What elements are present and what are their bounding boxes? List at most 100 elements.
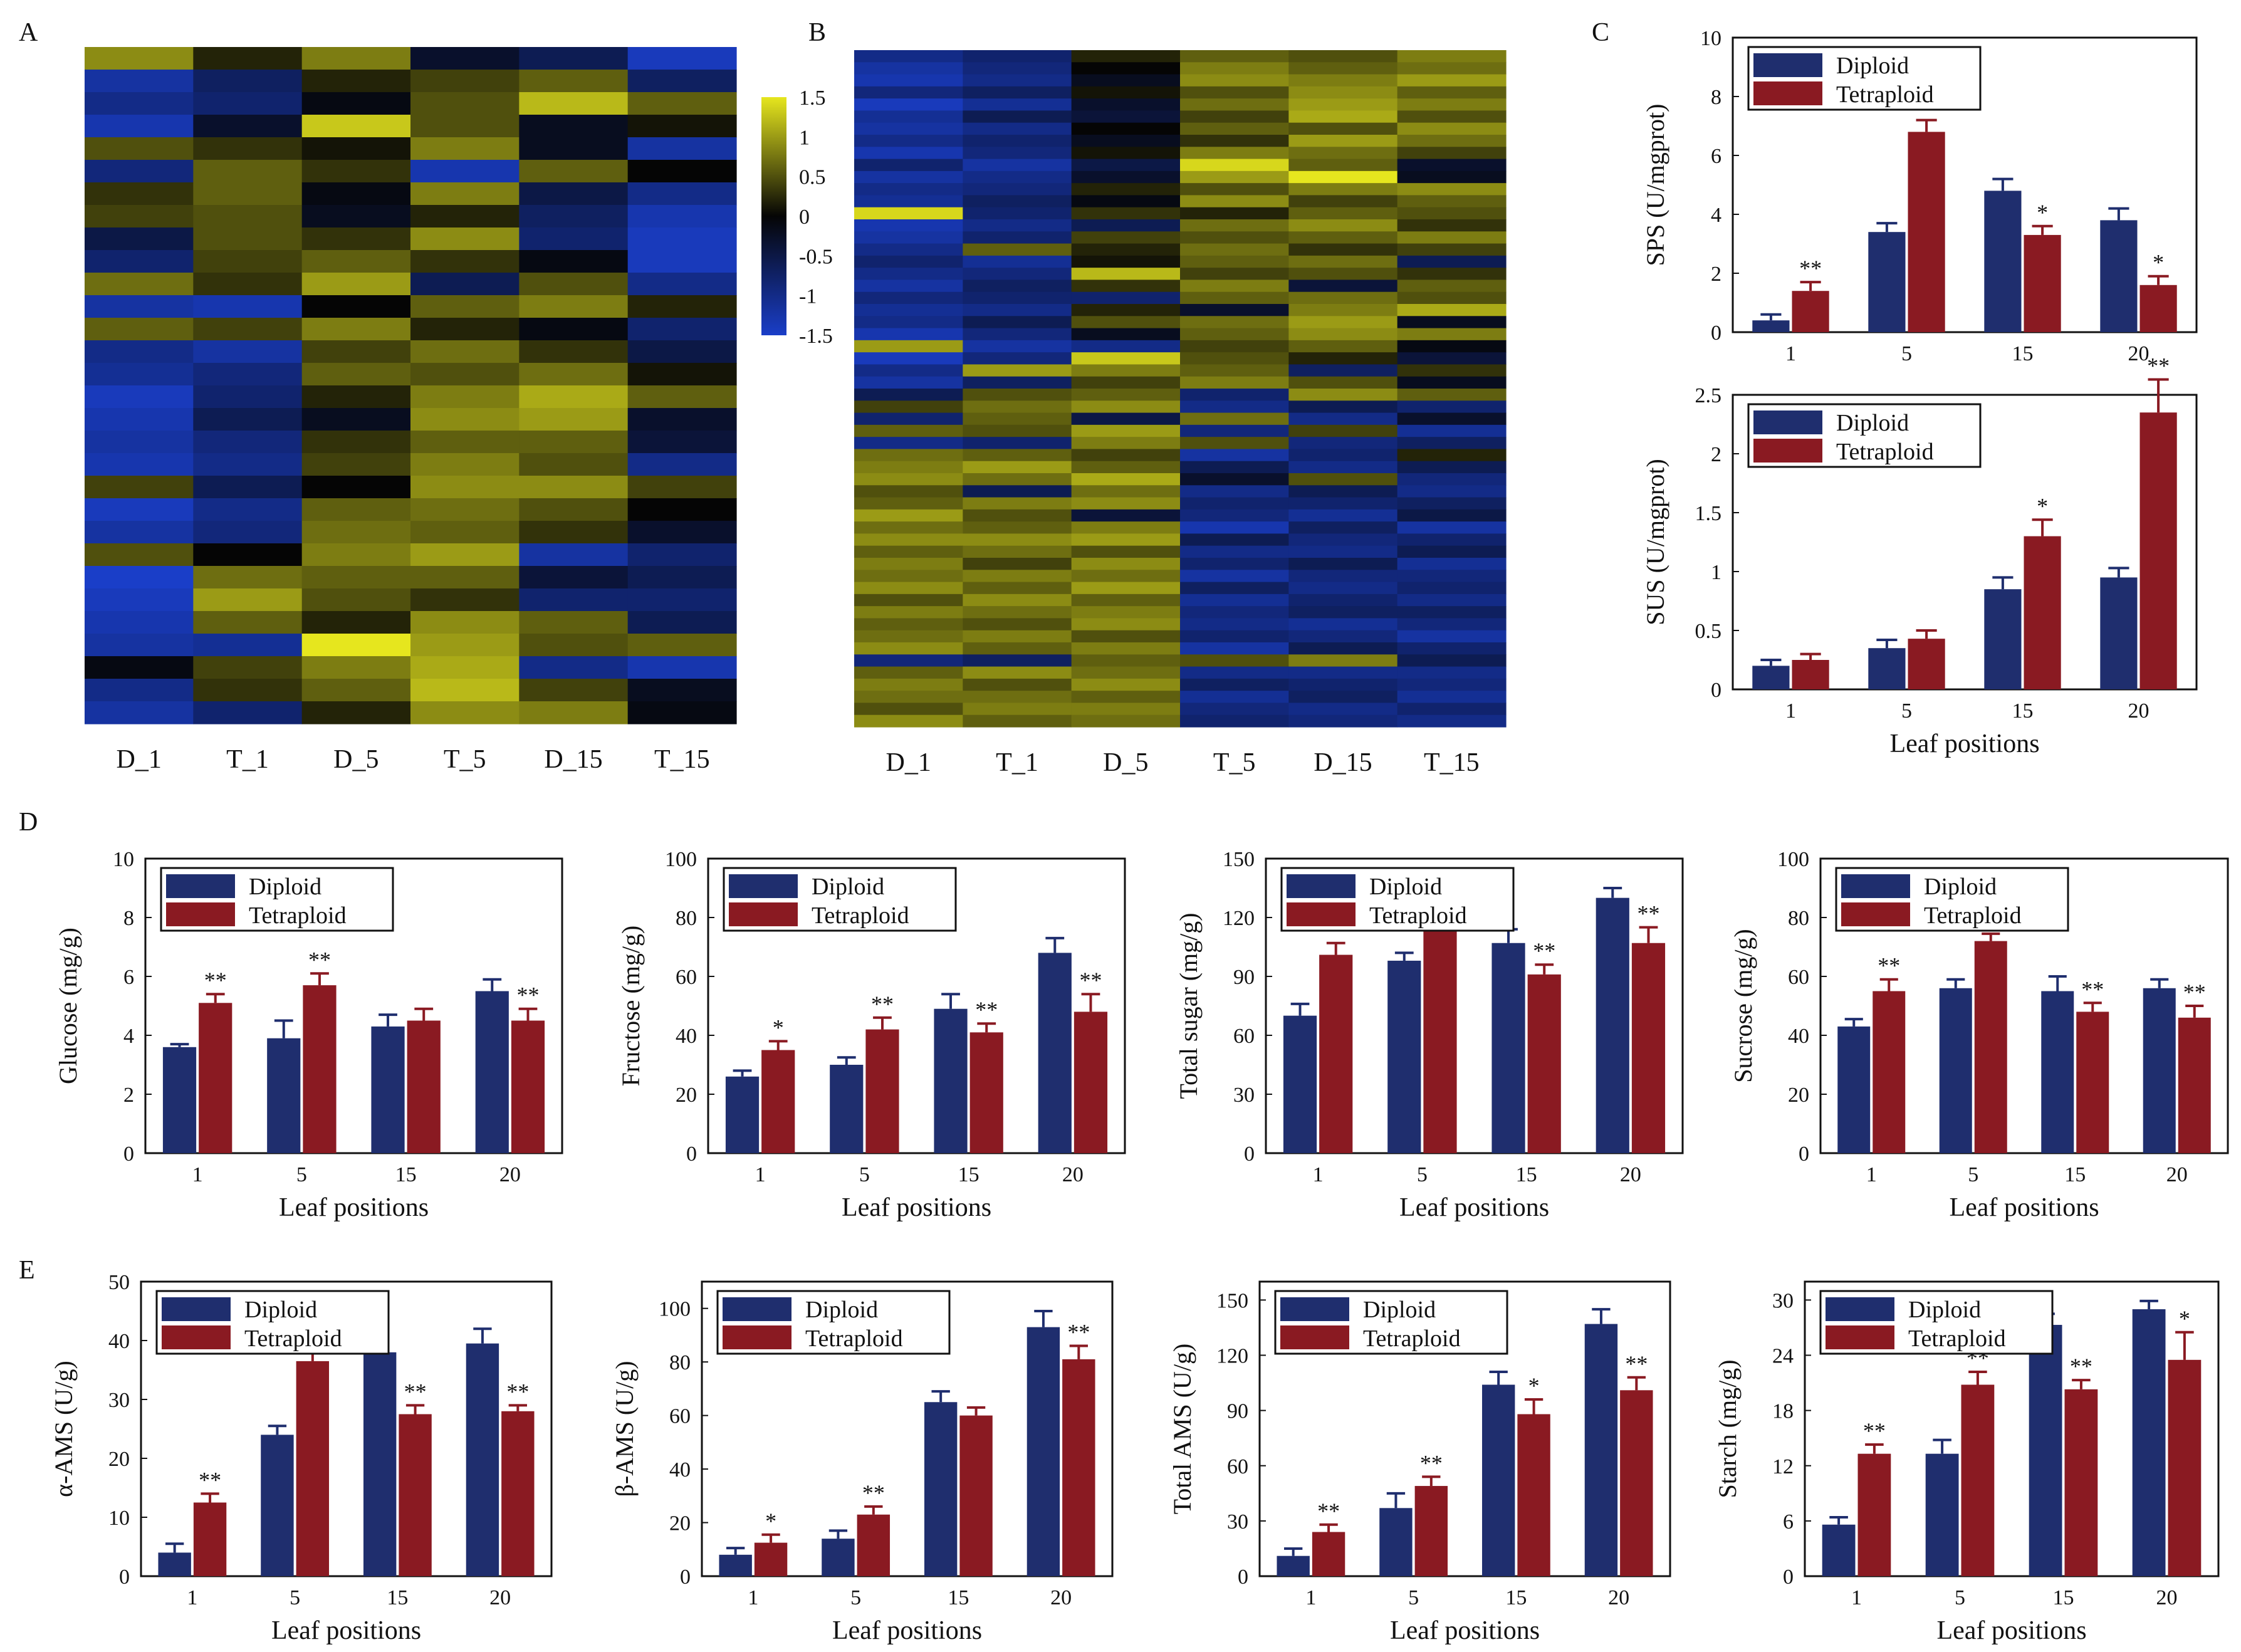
heatmap-cell [854, 304, 963, 316]
bar-tetraploid [511, 1020, 545, 1153]
legend-swatch-diploid [1841, 874, 1910, 898]
heatmap-cell [1397, 570, 1507, 583]
heatmap-cell [854, 449, 963, 462]
heatmap-cell [1288, 86, 1398, 99]
heatmap-cell [410, 363, 520, 386]
heatmap-cell [1397, 147, 1507, 160]
heatmap-cell [854, 207, 963, 220]
chart-beta-ams: 0 20 40 60 80 100 β-AMS (U/g) * 1 ** 5 15 ** 20 Leaf p… [610, 1280, 1114, 1645]
bar-tetraploid [1319, 954, 1353, 1153]
heatmap-cell [1071, 159, 1181, 172]
heatmap-cell [854, 545, 963, 558]
heatmap-cell [1071, 207, 1181, 220]
heatmap-cell [963, 316, 1072, 329]
bar-tetraploid [2139, 412, 2177, 689]
heatmap-cell [963, 364, 1072, 377]
heatmap-cell [301, 115, 411, 138]
legend-swatch-tetraploid [723, 1325, 791, 1349]
heatmap-cell [1397, 533, 1507, 546]
heatmap-cell [519, 318, 629, 341]
bar-diploid [2041, 991, 2074, 1153]
heatmap-cell [1288, 340, 1398, 353]
heatmap-cell [193, 453, 303, 476]
heatmap-cell [1397, 461, 1507, 474]
heatmap-cell [963, 122, 1072, 135]
heatmap-cell [854, 521, 963, 535]
heatmap-cell [410, 476, 520, 499]
y-tick-label: 60 [1227, 1455, 1248, 1478]
heatmap-cell [854, 62, 963, 75]
heatmap-cell [410, 679, 520, 702]
heatmap-cell [854, 147, 963, 160]
heatmap-cell [1397, 654, 1507, 667]
heatmap-cell [410, 656, 520, 679]
heatmap-cell [1397, 497, 1507, 510]
heatmap-cell [1071, 449, 1181, 462]
heatmap-cell [85, 205, 194, 228]
bar-tetraploid [1857, 1453, 1891, 1576]
bar-diploid [1596, 897, 1629, 1153]
heatmap-cell [963, 62, 1072, 75]
bar-tetraploid [199, 1003, 232, 1153]
significance-marker: ** [1420, 1450, 1443, 1475]
heatmap-cell [854, 497, 963, 510]
x-tick-label: 1 [748, 1586, 758, 1609]
bar-tetraploid [969, 1032, 1003, 1153]
heatmap-cell [1397, 219, 1507, 232]
bar-diploid [1868, 648, 1906, 689]
x-tick-label: 1 [1313, 1163, 1324, 1186]
heatmap-cell [627, 498, 737, 521]
y-tick-label: 30 [108, 1389, 130, 1412]
heatmap-cell [519, 47, 629, 70]
heatmap-cell [854, 473, 963, 486]
y-tick-label: 2 [1711, 263, 1721, 286]
heatmap-cell [193, 363, 303, 386]
legend-swatch-diploid [166, 874, 235, 898]
heatmap-cell [1071, 461, 1181, 474]
heatmap-cell [1288, 364, 1398, 377]
heatmap-cell [1071, 412, 1181, 426]
legend-swatch-diploid [1753, 410, 1822, 434]
heatmap-cell [1071, 280, 1181, 293]
significance-marker: ** [1878, 953, 1900, 978]
heatmap-cell [963, 424, 1072, 437]
heatmap-cell [627, 182, 737, 206]
bar-diploid [363, 1352, 397, 1576]
x-tick-label: 5 [1901, 342, 1912, 365]
heatmap-cell [963, 268, 1072, 281]
heatmap-cell [1397, 703, 1507, 716]
heatmap-cell [963, 509, 1072, 522]
heatmap-cell [301, 634, 411, 657]
heatmap-cell [1071, 593, 1181, 607]
heatmap-cell [1071, 654, 1181, 667]
heatmap-cell [963, 291, 1072, 305]
heatmap-cell [1180, 666, 1289, 679]
heatmap-cell [963, 412, 1072, 426]
colorbar-ticks: 1.5 1 0.5 0 -0.5 -1 -1.5 [799, 86, 833, 348]
y-tick-label: 30 [1772, 1289, 1794, 1312]
bar-diploid [1984, 589, 2022, 689]
legend-label-diploid: Diploid [1924, 874, 1997, 900]
y-tick-label: 120 [1216, 1345, 1248, 1368]
significance-marker: * [2037, 493, 2048, 518]
y-tick-label: 60 [1788, 966, 1809, 989]
legend-label-diploid: Diploid [1363, 1297, 1436, 1323]
heatmap-cell [1071, 364, 1181, 377]
legend-label-tetraploid: Tetraploid [1908, 1325, 2006, 1352]
bar-diploid [1752, 666, 1790, 689]
y-axis-label: Glucose (mg/g) [54, 928, 82, 1084]
plot-frame [1819, 857, 2229, 1154]
legend-swatch-tetraploid [1753, 81, 1822, 105]
legend-label-diploid: Diploid [1836, 410, 1909, 436]
heatmap-cell [963, 521, 1072, 535]
heatmap-cell [85, 566, 194, 589]
bar-diploid [466, 1343, 499, 1576]
heatmap-cell [627, 318, 737, 341]
heatmap-cell [1288, 485, 1398, 498]
heatmap-cell [963, 593, 1072, 607]
y-axis-label: Total sugar (mg/g) [1174, 912, 1203, 1099]
heatmap-cell [519, 476, 629, 499]
heatmap-cell [963, 437, 1072, 450]
heatmap-cell [193, 227, 303, 251]
y-tick-label: 2 [123, 1084, 134, 1107]
